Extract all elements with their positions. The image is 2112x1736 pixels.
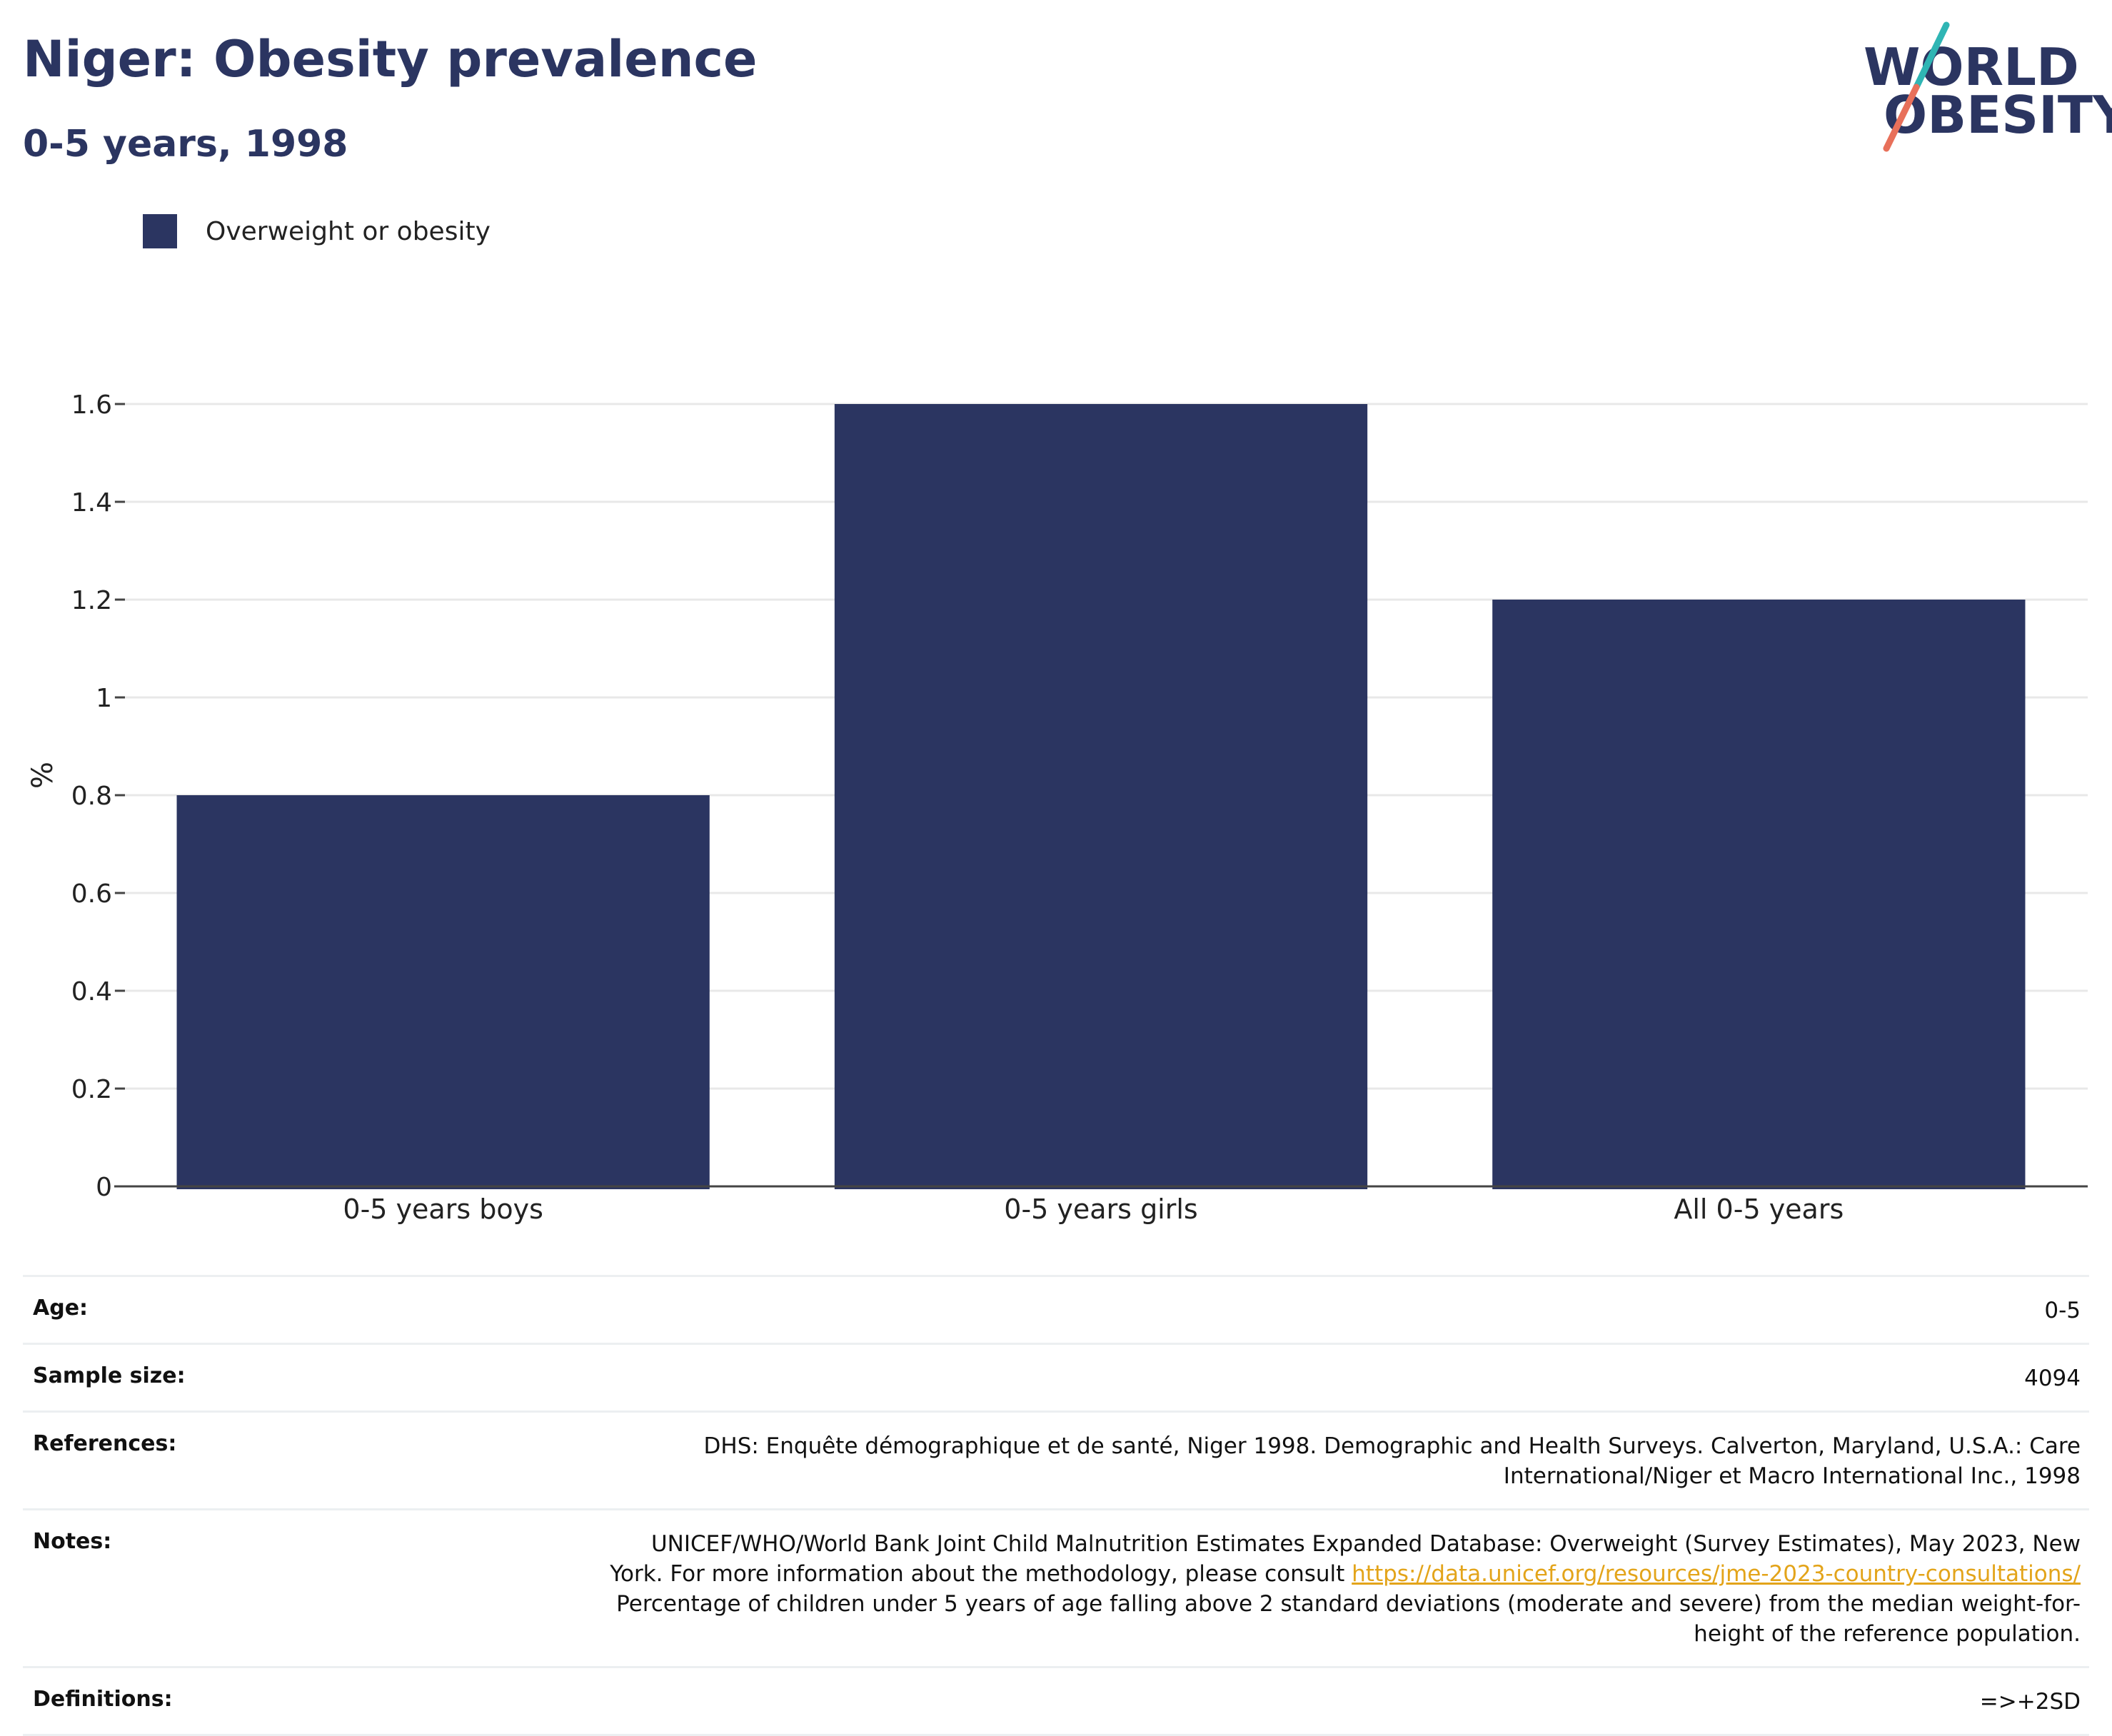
y-tick-label: 1.2 — [71, 586, 112, 615]
notes-line-4: height of the reference population. — [1694, 1621, 2081, 1647]
info-table: Age: 0-5 Sample size: 4094 References: D… — [23, 1275, 2089, 1736]
info-row-notes: Notes: UNICEF/WHO/World Bank Joint Child… — [23, 1508, 2089, 1666]
info-row-sample-size: Sample size: 4094 — [23, 1343, 2089, 1410]
sample-size-value: 4094 — [2024, 1366, 2081, 1391]
x-tick-label: 0-5 years girls — [1004, 1194, 1197, 1225]
logo-word-obesity: OBESITY — [1884, 85, 2112, 145]
y-tick-label: 0.6 — [71, 879, 112, 909]
logo-word-world: WORLD — [1864, 37, 2079, 97]
references-label: References: — [33, 1431, 177, 1456]
notes-line-1: UNICEF/WHO/World Bank Joint Child Malnut… — [650, 1531, 2081, 1557]
info-row-age: Age: 0-5 — [23, 1275, 2089, 1343]
world-obesity-logo: WORLD OBESITY — [1864, 21, 2112, 153]
legend[interactable]: Overweight or obesity — [143, 214, 491, 248]
chart-title: Niger: Obesity prevalence — [23, 30, 758, 89]
x-tick-label: 0-5 years boys — [343, 1194, 543, 1225]
age-value: 0-5 — [2044, 1298, 2081, 1323]
notes-label: Notes: — [33, 1529, 112, 1554]
y-tick-label: 1.4 — [71, 488, 112, 518]
x-tick-label: All 0-5 years — [1674, 1194, 1844, 1225]
y-tick-label: 0.2 — [71, 1075, 112, 1104]
references-line-1: DHS: Enquête démographique et de santé, … — [703, 1433, 2081, 1459]
definitions-value: =>+2SD — [1979, 1689, 2081, 1715]
info-row-definitions: Definitions: =>+2SD — [23, 1666, 2089, 1736]
y-tick-label: 1 — [96, 684, 112, 713]
definitions-label: Definitions: — [33, 1687, 173, 1712]
bar-chart: 0 0.2 0.4 0.6 0.8 1 1.2 1.4 1.6 0-5 years boys 0-5… — [71, 390, 2088, 1225]
bar — [176, 795, 710, 1189]
logo-slash-icon — [1883, 21, 1950, 152]
methodology-link[interactable]: https://data.unicef.org/resources/jme-20… — [1352, 1561, 2081, 1587]
legend-label: Overweight or obesity — [206, 216, 491, 246]
references-line-2: International/Niger et Macro Internation… — [1503, 1463, 2081, 1489]
y-axis-label: % — [26, 761, 59, 789]
notes-line-3: Percentage of children under 5 years of … — [616, 1591, 2081, 1617]
info-row-references: References: DHS: Enquête démographique e… — [23, 1410, 2089, 1508]
notes-line-2: York. For more information about the met… — [610, 1561, 1352, 1587]
bar — [834, 404, 1368, 1189]
y-tick-label: 1.6 — [71, 390, 112, 420]
y-tick-label: 0 — [96, 1173, 112, 1202]
y-tick-label: 0.4 — [71, 977, 112, 1006]
bar — [1492, 600, 2026, 1189]
chart-subtitle: 0-5 years, 1998 — [23, 123, 348, 166]
age-label: Age: — [33, 1296, 89, 1321]
y-tick-label: 0.8 — [71, 782, 112, 811]
sample-size-label: Sample size: — [33, 1363, 186, 1388]
notes-value: UNICEF/WHO/World Bank Joint Child Malnut… — [610, 1529, 2081, 1649]
references-value: DHS: Enquête démographique et de santé, … — [704, 1431, 2081, 1491]
legend-swatch — [143, 214, 177, 248]
